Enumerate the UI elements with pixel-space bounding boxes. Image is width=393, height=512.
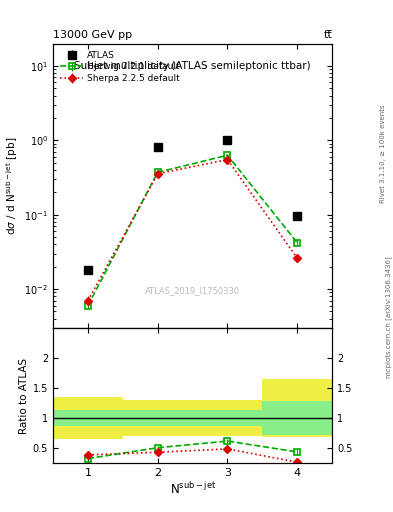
Text: Rivet 3.1.10, ≥ 100k events: Rivet 3.1.10, ≥ 100k events bbox=[380, 104, 386, 203]
Text: Subjet multiplicity (ATLAS semileptonic ttbar): Subjet multiplicity (ATLAS semileptonic … bbox=[74, 60, 311, 71]
Y-axis label: Ratio to ATLAS: Ratio to ATLAS bbox=[18, 357, 29, 434]
Legend: ATLAS, Herwig 7.2.1 default, Sherpa 2.2.5 default: ATLAS, Herwig 7.2.1 default, Sherpa 2.2.… bbox=[57, 48, 183, 86]
X-axis label: N$^{\rm sub-jet}$: N$^{\rm sub-jet}$ bbox=[169, 481, 216, 497]
Text: ATLAS_2019_I1750330: ATLAS_2019_I1750330 bbox=[145, 286, 240, 295]
Y-axis label: d$\sigma$ / d N$^{\rm sub-jet}$ [pb]: d$\sigma$ / d N$^{\rm sub-jet}$ [pb] bbox=[4, 137, 20, 235]
Text: 13000 GeV pp: 13000 GeV pp bbox=[53, 30, 132, 40]
Text: tt̅: tt̅ bbox=[323, 30, 332, 40]
Text: mcplots.cern.ch [arXiv:1306.3436]: mcplots.cern.ch [arXiv:1306.3436] bbox=[386, 257, 393, 378]
